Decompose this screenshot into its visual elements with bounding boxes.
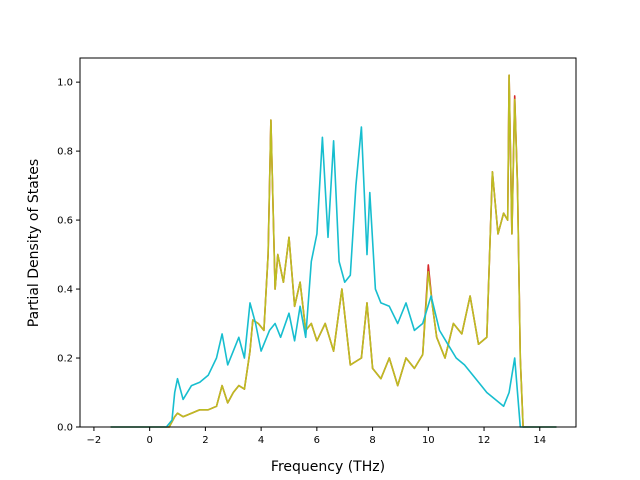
x-tick-label: 8 <box>369 435 375 446</box>
x-tick-label: 10 <box>422 435 435 446</box>
x-tick-label: 12 <box>478 435 491 446</box>
x-tick-label: 0 <box>146 435 152 446</box>
plot-frame <box>79 57 577 428</box>
y-axis-ticks: 0.0 0.2 0.4 0.6 0.8 1.0 <box>57 78 80 434</box>
x-tick-label: −2 <box>87 435 102 446</box>
plot-lines <box>110 74 557 428</box>
y-tick-label: 0.6 <box>57 216 73 227</box>
x-axis-ticks: −2 0 2 4 6 8 10 12 14 <box>87 427 546 446</box>
x-axis-label: Frequency (THz) <box>271 459 385 475</box>
x-tick-label: 6 <box>314 435 320 446</box>
x-tick-label: 14 <box>533 435 546 446</box>
series-line-3 <box>110 126 557 428</box>
x-tick-label: 4 <box>258 435 264 446</box>
series-line-2 <box>110 74 557 428</box>
y-tick-label: 0.2 <box>57 354 73 365</box>
y-tick-label: 1.0 <box>57 78 73 89</box>
x-tick-label: 2 <box>202 435 208 446</box>
y-tick-label: 0.8 <box>57 147 73 158</box>
y-tick-label: 0.0 <box>57 423 73 434</box>
y-tick-label: 0.4 <box>57 285 73 296</box>
y-axis-label: Partial Density of States <box>26 159 42 327</box>
